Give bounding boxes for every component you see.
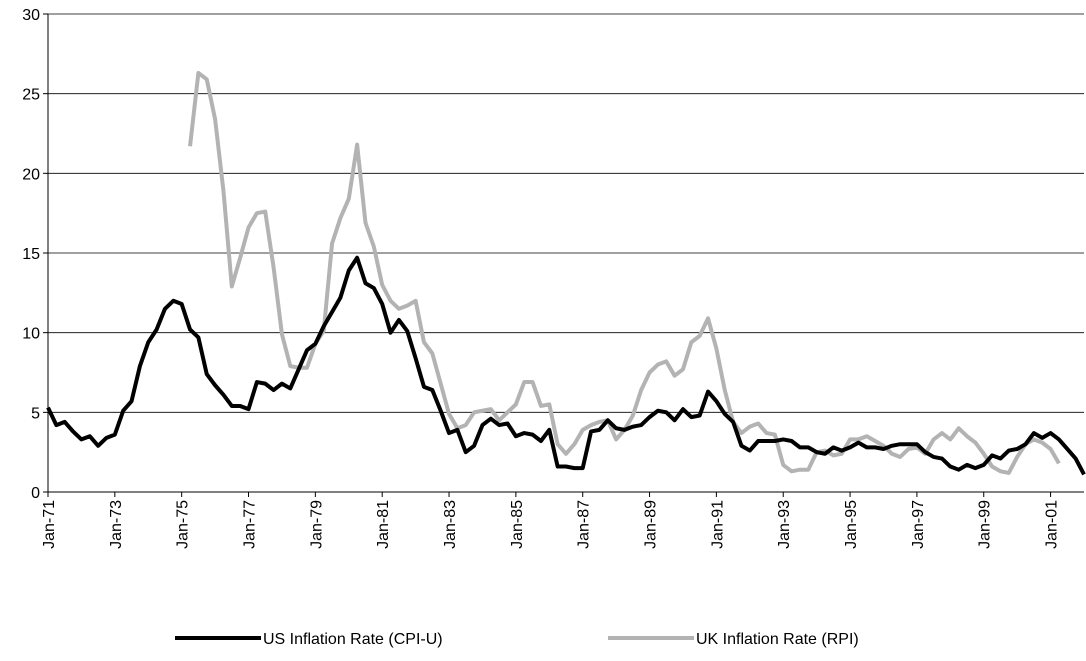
x-tick-label: Jan-81 <box>375 500 392 549</box>
x-tick-label: Jan-01 <box>1044 500 1061 549</box>
x-tick-label: Jan-83 <box>442 500 459 549</box>
line-series <box>46 255 1086 476</box>
x-tick-label: Jan-93 <box>776 500 793 549</box>
x-tick-label: Jan-95 <box>843 500 860 549</box>
x-tick-label: Jan-99 <box>977 500 994 549</box>
x-tick-label: Jan-89 <box>643 500 660 549</box>
x-tick-label: Jan-91 <box>709 500 726 549</box>
y-tick-label: 0 <box>31 485 40 502</box>
x-tick-label: Jan-73 <box>108 500 125 549</box>
y-tick-label: 30 <box>22 7 40 24</box>
x-tick-label: Jan-77 <box>242 500 259 549</box>
x-tick-label: Jan-87 <box>576 500 593 549</box>
x-tick-label: Jan-85 <box>509 500 526 549</box>
x-tick-label: Jan-75 <box>175 500 192 549</box>
legend-label: UK Inflation Rate (RPI) <box>696 631 859 648</box>
y-tick-label: 25 <box>22 87 40 104</box>
y-tick-label: 5 <box>31 405 40 422</box>
y-tick-label: 15 <box>22 246 40 263</box>
y-tick-label: 10 <box>22 326 40 343</box>
x-tick-label: Jan-79 <box>308 500 325 549</box>
y-tick-label: 20 <box>22 166 40 183</box>
legend-label: US Inflation Rate (CPI-U) <box>263 631 443 648</box>
line-series <box>188 70 1061 475</box>
x-tick-label: Jan-97 <box>910 500 927 549</box>
x-tick-label: Jan-71 <box>41 500 58 549</box>
